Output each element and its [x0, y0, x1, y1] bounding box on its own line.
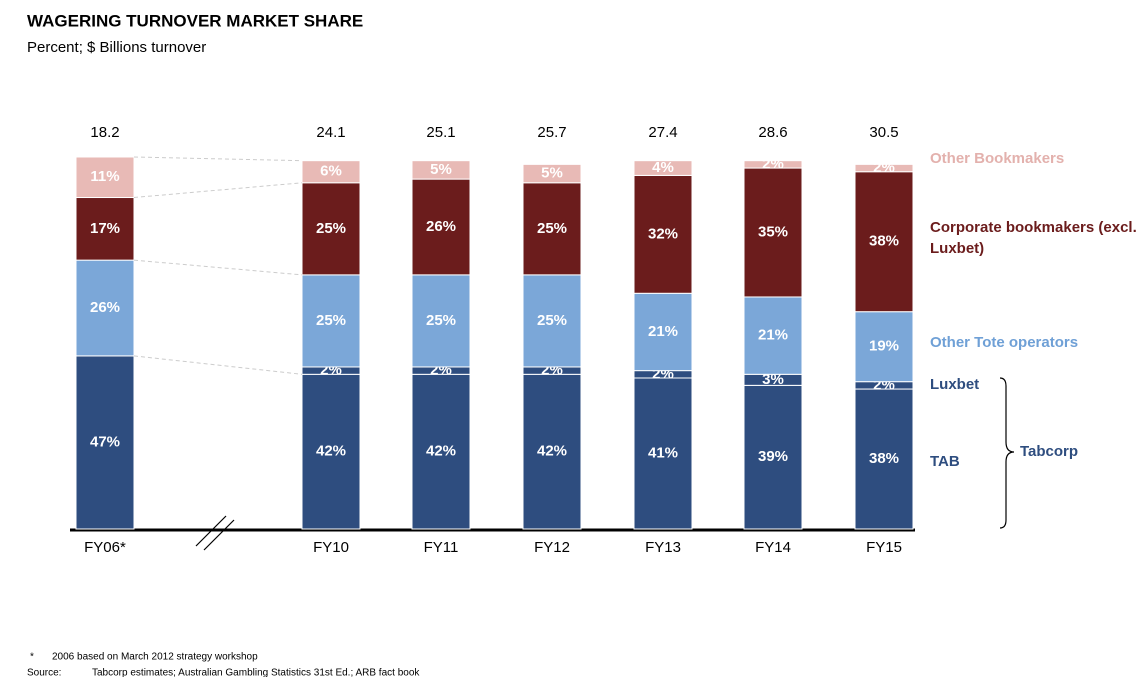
- data-label: 5%: [430, 161, 452, 178]
- bar-segment: [411, 178, 471, 276]
- data-label: 2%: [762, 155, 784, 172]
- data-label: 47%: [90, 433, 120, 450]
- connector: [133, 156, 303, 162]
- bar-segment: [301, 274, 361, 368]
- data-label: 26%: [426, 218, 456, 235]
- x-tick-label: FY15: [866, 539, 902, 556]
- bar-segment: [854, 163, 914, 173]
- data-label: 3%: [762, 371, 784, 388]
- chart-title: WAGERING TURNOVER MARKET SHARE: [27, 11, 363, 30]
- x-tick-label: FY11: [424, 539, 459, 556]
- footnote: 2006 based on March 2012 strategy worksh…: [52, 652, 258, 663]
- x-tick-label: FY10: [313, 539, 349, 556]
- data-label: 21%: [758, 327, 788, 344]
- data-label: 19%: [869, 338, 899, 355]
- bar-segment: [75, 259, 135, 357]
- data-label: 32%: [648, 225, 678, 242]
- bar-segment: [301, 160, 361, 184]
- chart-subtitle: Percent; $ Billions turnover: [27, 39, 206, 56]
- bar-segment: [522, 373, 582, 530]
- bracket: [999, 377, 1015, 529]
- total-label: 18.2: [90, 124, 119, 141]
- bracket-label: Tabcorp: [1020, 443, 1078, 460]
- data-label: 25%: [426, 312, 456, 329]
- total-label: 28.6: [758, 124, 787, 141]
- axis-break: [195, 515, 227, 547]
- legend-label: Other Bookmakers: [930, 150, 1065, 167]
- bar-segment: [854, 388, 914, 530]
- bar-segment: [633, 160, 693, 176]
- bar-segment: [743, 296, 803, 375]
- total-label: 25.7: [537, 124, 566, 141]
- connector: [133, 182, 303, 199]
- data-label: 42%: [316, 443, 346, 460]
- data-label: 38%: [869, 450, 899, 467]
- bar-segment: [522, 163, 582, 184]
- bar-segment: [75, 156, 135, 199]
- legend-label: Other Tote operators: [930, 334, 1079, 351]
- data-label: 11%: [90, 168, 119, 185]
- bar-segment: [633, 377, 693, 530]
- data-label: 5%: [541, 165, 563, 182]
- bar-segment: [411, 373, 471, 530]
- connector: [133, 355, 303, 375]
- data-label: 41%: [648, 444, 678, 461]
- source-label: Source:: [27, 668, 61, 677]
- bar-segment: [743, 160, 803, 169]
- x-tick-label: FY13: [645, 539, 681, 556]
- data-label: 39%: [758, 448, 788, 465]
- bar-segment: [633, 174, 693, 294]
- data-label: 42%: [537, 443, 567, 460]
- total-label: 25.1: [426, 124, 455, 141]
- legend-label: Corporate bookmakers (excl. Luxbet): [930, 219, 1137, 257]
- total-label: 24.1: [316, 124, 345, 141]
- data-label: 42%: [426, 443, 456, 460]
- legend-label: Luxbet: [930, 376, 980, 393]
- data-label: 35%: [758, 223, 788, 240]
- bar-segment: [75, 197, 135, 261]
- data-label: 25%: [537, 220, 567, 237]
- total-label: 30.5: [869, 124, 898, 141]
- data-label: 17%: [90, 220, 120, 237]
- connector: [133, 259, 303, 276]
- data-label: 26%: [90, 299, 120, 316]
- bar-segment: [411, 160, 471, 180]
- data-label: 21%: [648, 323, 678, 340]
- source: Tabcorp estimates; Australian Gambling S…: [92, 668, 420, 677]
- bar-segment: [522, 274, 582, 368]
- x-tick-label: FY12: [534, 539, 570, 556]
- bar-segment: [743, 384, 803, 530]
- x-tick-label: FY06*: [84, 539, 126, 556]
- data-label: 38%: [869, 233, 899, 250]
- data-label: 2%: [873, 159, 895, 176]
- data-label: 25%: [316, 312, 346, 329]
- footnote-mark: *: [30, 652, 34, 663]
- total-label: 27.4: [648, 124, 677, 141]
- legend-label: TAB: [930, 453, 960, 470]
- data-label: 4%: [652, 159, 674, 176]
- bar-segment: [854, 171, 914, 313]
- data-label: 25%: [316, 220, 346, 237]
- data-label: 6%: [320, 163, 342, 180]
- x-tick-label: FY14: [755, 539, 791, 556]
- axis-break: [203, 519, 235, 551]
- bar-segment: [522, 182, 582, 276]
- data-label: 25%: [537, 312, 567, 329]
